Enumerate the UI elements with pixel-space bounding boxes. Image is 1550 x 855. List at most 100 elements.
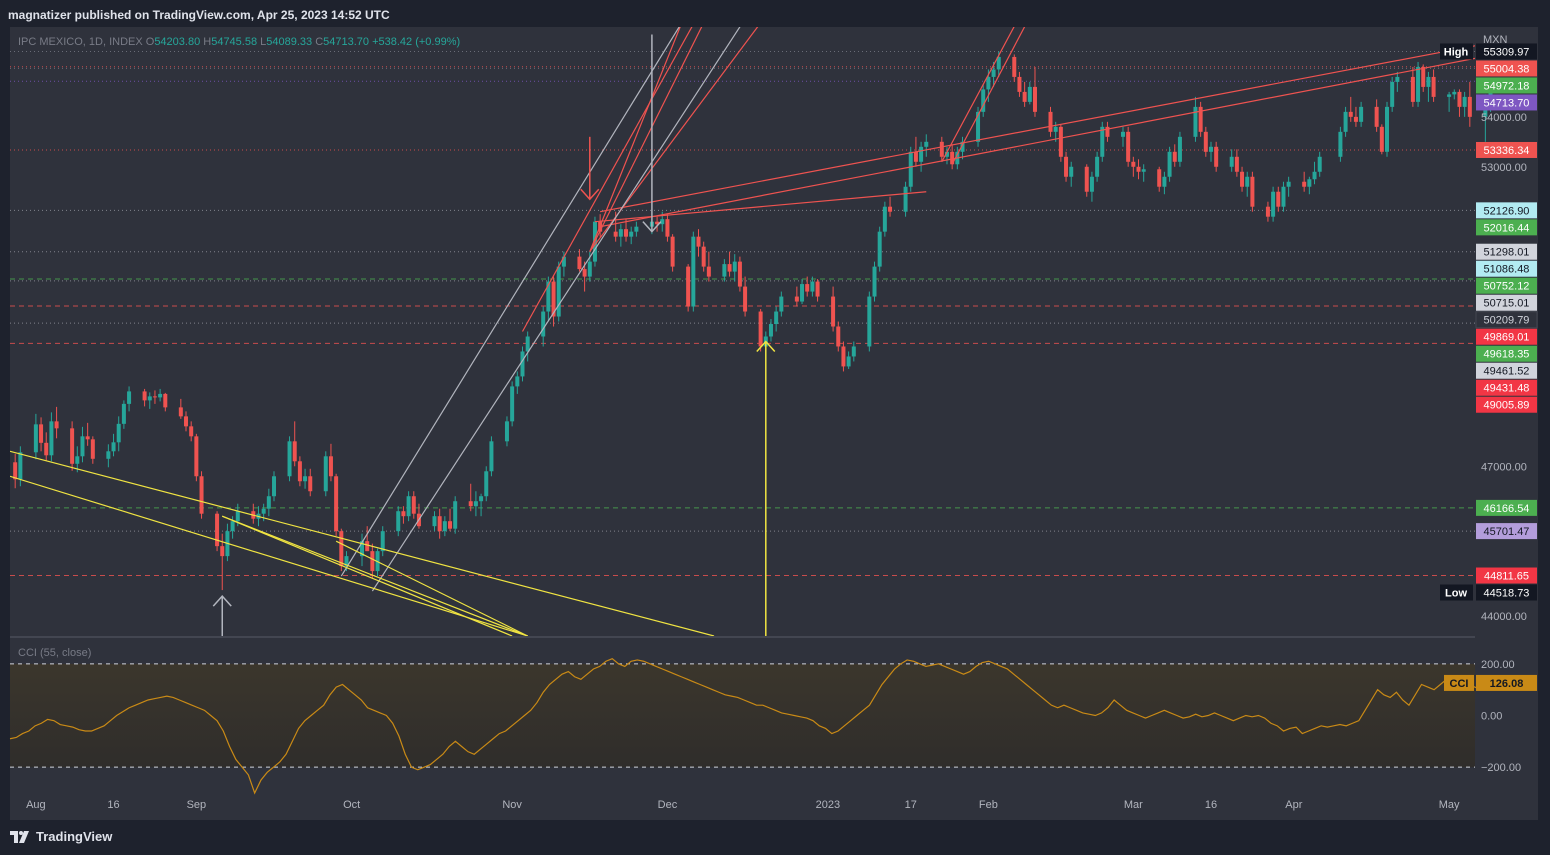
- candle-body: [950, 151, 955, 165]
- trendline-yellow[interactable]: [335, 540, 528, 636]
- price-level-badge[interactable]: 44811.65: [1476, 567, 1537, 584]
- price-level-badge[interactable]: 50752.12: [1476, 277, 1537, 294]
- candle: [1240, 166, 1245, 192]
- candle: [1426, 71, 1431, 102]
- currency-label: MXN: [1483, 34, 1508, 46]
- candle: [944, 146, 949, 165]
- trendline-red[interactable]: [951, 7, 1035, 165]
- candle-body: [913, 151, 918, 162]
- price-level-badge[interactable]: 50209.79: [1475, 311, 1538, 329]
- candle-body: [90, 439, 95, 459]
- price-level-badge[interactable]: 46166.54: [1476, 499, 1537, 516]
- price-level-tag-badge: [1440, 43, 1473, 60]
- price-tick-label: 47000.00: [1481, 461, 1527, 473]
- candle: [1431, 69, 1436, 102]
- candle: [624, 219, 629, 242]
- candle-body: [292, 441, 297, 462]
- arrow-white-up[interactable]: [212, 594, 232, 636]
- candle-body: [582, 269, 587, 277]
- candle: [1286, 176, 1291, 197]
- price-level-badge[interactable]: 50715.01: [1476, 294, 1537, 311]
- arrow-white-down[interactable]: [642, 34, 662, 233]
- trendline-red[interactable]: [600, 49, 1521, 228]
- price-level-badge[interactable]: 49618.35: [1476, 345, 1537, 362]
- trendline-yellow[interactable]: [10, 475, 528, 636]
- candle: [561, 251, 566, 277]
- candle: [1162, 171, 1167, 195]
- publisher-header-bar: magnatizer published on TradingView.com,…: [0, 0, 1550, 28]
- candle: [266, 488, 271, 517]
- trendline-red[interactable]: [521, 0, 714, 332]
- trendline-white[interactable]: [371, 0, 765, 592]
- price-level-badge[interactable]: 49869.01: [1476, 328, 1537, 345]
- candle-body: [613, 231, 618, 237]
- price-level-badge[interactable]: 53336.34: [1476, 141, 1537, 158]
- trendline-yellow[interactable]: [222, 515, 513, 636]
- arrow-red-down[interactable]: [580, 136, 600, 201]
- trendline-yellow[interactable]: [222, 515, 528, 636]
- candle: [1105, 121, 1110, 142]
- trendline-red[interactable]: [594, 191, 927, 223]
- cci-line[interactable]: [9, 657, 1491, 795]
- candle: [1126, 126, 1131, 167]
- trendline-yellow[interactable]: [10, 450, 715, 636]
- price-level-badge[interactable]: 55004.38: [1476, 60, 1537, 77]
- candle-body: [1012, 56, 1017, 77]
- candle: [323, 451, 328, 497]
- candle-body: [106, 451, 111, 459]
- price-tick-label: 53000.00: [1481, 162, 1527, 174]
- candle-body: [1312, 171, 1317, 180]
- price-level-value: 44518.73: [1484, 588, 1530, 600]
- price-level-badge[interactable]: 49461.52: [1476, 362, 1537, 379]
- candle-body: [831, 296, 836, 327]
- price-level-badge[interactable]: 55309.97 High: [1440, 43, 1537, 60]
- candle-body: [1141, 169, 1146, 172]
- candle-body: [732, 261, 737, 272]
- candle: [1307, 176, 1312, 195]
- candle: [453, 496, 458, 534]
- price-level-badge[interactable]: 49431.48: [1476, 379, 1537, 396]
- candle: [1281, 181, 1286, 212]
- candle: [1177, 131, 1182, 167]
- tradingview-brand[interactable]: TradingView: [10, 829, 112, 844]
- candle: [1276, 186, 1281, 212]
- candle: [328, 443, 333, 482]
- trendline-white[interactable]: [340, 0, 703, 577]
- candle: [768, 319, 773, 342]
- price-level-badge[interactable]: 45701.47: [1476, 523, 1537, 540]
- candle-body: [360, 541, 365, 557]
- price-level-badge[interactable]: 51086.48: [1476, 260, 1537, 277]
- candle: [334, 473, 339, 537]
- price-level-badge[interactable]: 44518.73 Low: [1440, 584, 1537, 601]
- trendline-red[interactable]: [600, 37, 1521, 213]
- trendline-red[interactable]: [941, 7, 1025, 163]
- candle-body: [1338, 131, 1343, 157]
- candle: [758, 309, 763, 352]
- candle: [1390, 76, 1395, 112]
- price-level-badge[interactable]: 54713.70: [1476, 94, 1537, 111]
- candle: [1017, 71, 1022, 97]
- price-level-value: 54713.70: [1484, 97, 1530, 109]
- candle-body: [266, 496, 271, 509]
- candle: [888, 196, 893, 217]
- price-level-badge[interactable]: 51298.01: [1476, 243, 1537, 260]
- candle: [121, 400, 126, 429]
- candle-body: [1126, 131, 1131, 162]
- price-level-badge[interactable]: 52016.44: [1476, 219, 1537, 236]
- price-level-badge[interactable]: 54972.18: [1476, 77, 1537, 94]
- low-label: L: [260, 36, 266, 48]
- arrow-yellow-up[interactable]: [756, 340, 776, 636]
- candle-body: [867, 296, 872, 347]
- price-level-badge[interactable]: 52126.90: [1476, 202, 1537, 219]
- candle-body: [489, 441, 494, 472]
- candle-body: [1245, 176, 1250, 187]
- cci-legend[interactable]: CCI (55, close): [18, 647, 91, 659]
- price-tick-label: 44000.00: [1481, 611, 1527, 623]
- trendline-red[interactable]: [589, 7, 688, 252]
- candle: [75, 446, 80, 473]
- symbol-legend[interactable]: IPC MEXICO, 1D, INDEX O54203.80 H54745.5…: [18, 36, 460, 48]
- candle: [489, 436, 494, 477]
- price-level-badge[interactable]: 49005.89: [1476, 396, 1537, 413]
- candle-body: [54, 421, 59, 429]
